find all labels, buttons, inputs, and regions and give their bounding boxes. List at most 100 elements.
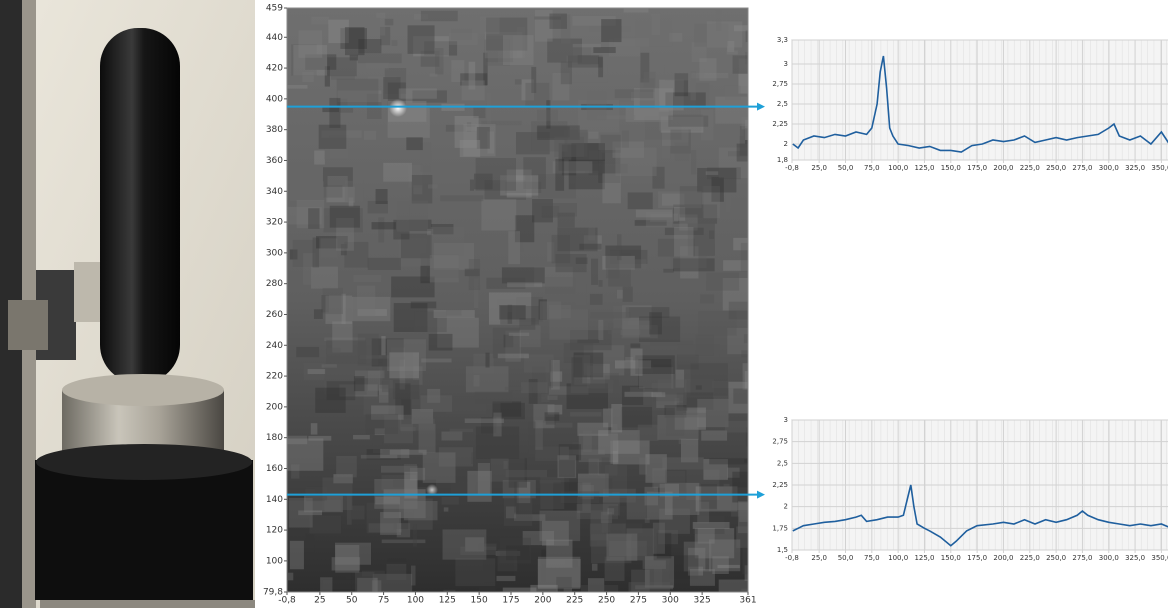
texture-patch bbox=[398, 238, 427, 267]
texture-patch bbox=[314, 150, 325, 165]
texture-patch bbox=[643, 71, 656, 88]
x-tick-label: 175,0 bbox=[967, 164, 987, 172]
texture-patch bbox=[410, 301, 437, 309]
texture-patch bbox=[709, 230, 715, 239]
texture-patch bbox=[341, 293, 346, 325]
texture-patch bbox=[572, 16, 616, 26]
texture-patch bbox=[371, 405, 404, 420]
texture-patch bbox=[715, 10, 722, 31]
texture-patch bbox=[533, 279, 561, 283]
texture-patch bbox=[578, 433, 619, 463]
texture-patch bbox=[706, 272, 740, 291]
texture-patch bbox=[630, 348, 643, 376]
texture-patch bbox=[549, 309, 589, 340]
x-tick-label: 325,0 bbox=[1125, 164, 1145, 172]
texture-patch bbox=[701, 484, 717, 509]
texture-patch bbox=[289, 181, 325, 202]
texture-patch bbox=[623, 8, 649, 13]
texture-patch bbox=[410, 565, 416, 586]
texture-patch bbox=[572, 47, 592, 65]
texture-patch bbox=[380, 512, 401, 535]
texture-patch bbox=[740, 242, 748, 273]
texture-patch bbox=[427, 388, 441, 403]
texture-patch bbox=[558, 444, 582, 461]
texture-patch bbox=[507, 282, 543, 288]
texture-patch bbox=[739, 126, 748, 156]
texture-patch bbox=[707, 167, 741, 180]
texture-patch bbox=[471, 452, 477, 464]
texture-patch bbox=[477, 462, 490, 494]
x-tick-label: 150 bbox=[471, 596, 488, 606]
texture-patch bbox=[743, 334, 748, 344]
texture-patch bbox=[669, 555, 699, 579]
texture-patch bbox=[449, 33, 478, 45]
texture-patch bbox=[516, 481, 531, 504]
heatmap-frame bbox=[286, 7, 749, 593]
y-tick-label: 400 bbox=[266, 94, 283, 104]
texture-patch bbox=[378, 384, 389, 403]
texture-patch bbox=[557, 227, 598, 252]
x-tick-label: 275,0 bbox=[1072, 554, 1092, 562]
y-tick-label: 360 bbox=[266, 156, 283, 166]
texture-patch bbox=[657, 238, 695, 257]
texture-patch bbox=[500, 175, 539, 196]
texture-patch bbox=[608, 505, 626, 538]
texture-patch bbox=[437, 317, 479, 348]
texture-patch bbox=[661, 126, 671, 159]
x-tick-label: 350,0 bbox=[1151, 554, 1168, 562]
x-tick-label: 325,0 bbox=[1125, 554, 1145, 562]
texture-patch bbox=[658, 112, 671, 131]
texture-patch bbox=[697, 528, 715, 544]
texture-patch bbox=[598, 280, 603, 287]
texture-patch bbox=[500, 402, 525, 420]
texture-patch bbox=[353, 376, 365, 392]
x-tick-label: 100 bbox=[407, 596, 424, 606]
texture-patch bbox=[332, 321, 353, 353]
texture-patch bbox=[649, 312, 662, 335]
texture-patch bbox=[662, 114, 703, 131]
texture-patch bbox=[287, 435, 308, 445]
texture-patch bbox=[539, 301, 562, 320]
texture-patch bbox=[320, 238, 338, 258]
texture-patch bbox=[535, 446, 560, 462]
texture-patch bbox=[497, 46, 503, 63]
texture-patch bbox=[718, 147, 748, 179]
texture-patch bbox=[366, 502, 399, 534]
texture-patch bbox=[738, 73, 748, 94]
texture-patch bbox=[622, 523, 643, 534]
texture-patch bbox=[534, 16, 561, 20]
texture-patch bbox=[535, 420, 543, 450]
texture-patch bbox=[559, 460, 575, 478]
texture-patch bbox=[516, 296, 543, 322]
texture-patch bbox=[715, 96, 748, 124]
texture-patch bbox=[693, 516, 725, 535]
texture-patch bbox=[329, 205, 360, 228]
texture-patch bbox=[363, 394, 389, 415]
texture-patch bbox=[468, 259, 481, 291]
texture-patch bbox=[626, 528, 654, 561]
texture-patch bbox=[639, 316, 681, 342]
texture-patch bbox=[656, 532, 672, 559]
texture-patch bbox=[722, 278, 748, 311]
texture-patch bbox=[546, 539, 573, 568]
texture-patch bbox=[622, 320, 651, 337]
texture-patch bbox=[387, 558, 407, 562]
texture-patch bbox=[555, 158, 565, 191]
texture-patch bbox=[476, 126, 490, 149]
texture-patch bbox=[474, 391, 513, 404]
texture-patch bbox=[545, 277, 576, 294]
texture-patch bbox=[360, 454, 398, 459]
texture-patch bbox=[351, 505, 365, 520]
x-tick-label: 250,0 bbox=[1046, 164, 1066, 172]
texture-patch bbox=[744, 128, 748, 144]
texture-patch bbox=[640, 52, 650, 83]
texture-patch bbox=[383, 77, 401, 100]
texture-patch bbox=[691, 72, 729, 79]
texture-patch bbox=[411, 409, 434, 424]
y-tick-label: 3 bbox=[784, 416, 788, 424]
texture-patch bbox=[575, 257, 588, 264]
texture-patch bbox=[380, 465, 418, 473]
texture-patch bbox=[382, 352, 414, 380]
texture-patch bbox=[355, 571, 375, 592]
texture-patch bbox=[678, 437, 686, 445]
